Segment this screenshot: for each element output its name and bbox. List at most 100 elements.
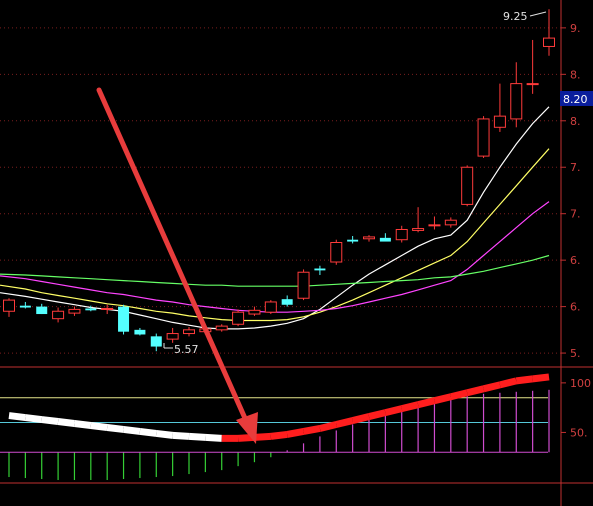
candle-body (68, 308, 81, 314)
candle (281, 295, 293, 307)
candles (3, 9, 555, 352)
candle-body (232, 311, 245, 325)
indicator-oscillator (41, 416, 59, 426)
indicator-oscillator (368, 409, 387, 420)
candle (183, 327, 195, 337)
ma-line (0, 148, 550, 322)
candle (68, 306, 81, 316)
candle-body (347, 239, 359, 242)
indicator-oscillator (532, 373, 550, 383)
indicator-oscillator (286, 427, 305, 438)
candle (297, 269, 310, 301)
candle (166, 327, 179, 343)
candle-body (150, 336, 162, 347)
candle-body (183, 329, 195, 335)
candle (493, 83, 506, 132)
indicator-oscillator (319, 421, 338, 432)
red-arrow-shaft (96, 87, 251, 428)
candle-body (379, 237, 391, 242)
candle (510, 62, 523, 128)
candle (330, 239, 343, 265)
candle (101, 304, 114, 315)
candle-body (493, 115, 506, 128)
candle-body (3, 299, 15, 312)
indicator-oscillator (351, 413, 370, 424)
high-pointer (529, 11, 547, 17)
indicator-oscillator (123, 425, 141, 435)
indicator-oscillator (515, 375, 534, 385)
price-tick-label: 6. (570, 301, 581, 314)
candle (444, 217, 457, 228)
candle (150, 333, 162, 352)
candle-body (444, 219, 457, 226)
indicator-oscillator (433, 393, 452, 405)
candle-body (363, 236, 375, 240)
candle (526, 39, 539, 94)
candle-body (412, 228, 425, 231)
low-label: 5.57 (174, 343, 199, 356)
candle (461, 165, 474, 207)
candle (52, 307, 65, 323)
current-price-tag-bg (560, 91, 593, 106)
candle (232, 309, 245, 327)
candle-body (215, 325, 228, 331)
candle-body (395, 228, 408, 241)
indicator-oscillator (155, 429, 174, 439)
candle (347, 235, 359, 244)
current-price-tag: 8.20 (560, 91, 593, 106)
candle-body (330, 241, 343, 263)
candle-body (526, 83, 539, 86)
candle-body (134, 329, 146, 335)
indicator-oscillator (90, 422, 108, 431)
indicator-oscillator (106, 424, 124, 433)
candle (428, 216, 441, 230)
candle-body (101, 307, 114, 310)
candle (395, 225, 408, 243)
candle (477, 116, 490, 158)
indicator-oscillator (172, 431, 190, 440)
indicator-tick-label: 100 (570, 377, 591, 390)
candle-body (477, 118, 490, 157)
indicator-oscillator (8, 412, 26, 422)
high-annotation: 9.25 (503, 10, 547, 23)
candle-body (297, 271, 310, 299)
candle-body (510, 83, 523, 120)
candle (314, 265, 326, 276)
indicator-oscillator (270, 430, 288, 440)
ma-line (0, 254, 550, 287)
indicator-oscillator (139, 427, 157, 437)
current-price-label: 8.20 (563, 93, 588, 106)
indicator-oscillator (384, 405, 403, 417)
candle-body (281, 299, 293, 305)
high-label: 9.25 (503, 10, 528, 23)
candle-body (264, 301, 277, 313)
indicator-oscillator (449, 389, 469, 401)
candle-body (36, 306, 48, 315)
candle (543, 9, 555, 56)
indicator-oscillator (335, 417, 354, 428)
indicator-oscillator (74, 420, 92, 429)
indicator-tick-label: 50. (570, 426, 588, 439)
grid-lines (0, 27, 561, 354)
indicator-axis: 100 50. (561, 377, 591, 439)
indicator-oscillator (400, 401, 419, 413)
candle (248, 306, 261, 316)
indicator-oscillator (417, 397, 436, 409)
candle (36, 303, 48, 315)
indicator-oscillator (466, 385, 485, 397)
candle (134, 327, 146, 336)
red-arrow (96, 87, 258, 444)
moving-averages (0, 106, 550, 330)
candle-body (543, 37, 555, 47)
price-tick-label: 6. (570, 254, 581, 267)
candle-body (52, 310, 65, 320)
candle-body (428, 224, 441, 227)
candle (3, 298, 15, 317)
indicator-oscillator (188, 432, 206, 441)
candle-body (118, 306, 130, 332)
price-tick-label: 8. (570, 115, 581, 128)
price-tick-label: 9. (570, 22, 581, 35)
candle-body (248, 309, 261, 315)
candle (19, 301, 31, 309)
